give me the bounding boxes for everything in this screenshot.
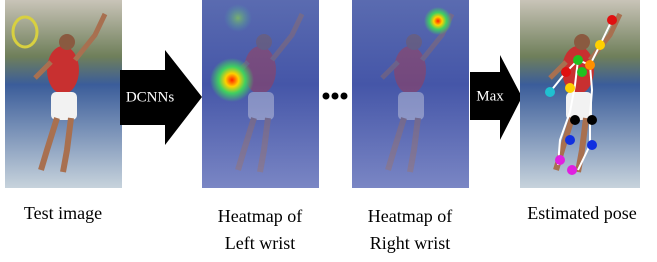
arrow-label: DCNNs <box>126 89 175 105</box>
ellipsis <box>323 93 348 100</box>
test-image <box>5 0 122 188</box>
caption: Heatmap of <box>368 206 452 226</box>
caption: Estimated pose <box>527 203 636 223</box>
estimated-pose <box>520 0 640 188</box>
heatmap-right-wrist <box>352 0 469 188</box>
caption: Heatmap of <box>218 206 302 226</box>
heatmap-left-wrist <box>202 0 319 188</box>
arrow: Max <box>470 55 522 140</box>
caption: Right wrist <box>370 233 451 253</box>
arrow-label: Max <box>476 88 504 104</box>
arrow: DCNNs <box>120 50 202 145</box>
figure: DCNNs Max <box>0 0 657 262</box>
caption: Left wrist <box>225 233 295 253</box>
caption: Test image <box>24 203 102 223</box>
